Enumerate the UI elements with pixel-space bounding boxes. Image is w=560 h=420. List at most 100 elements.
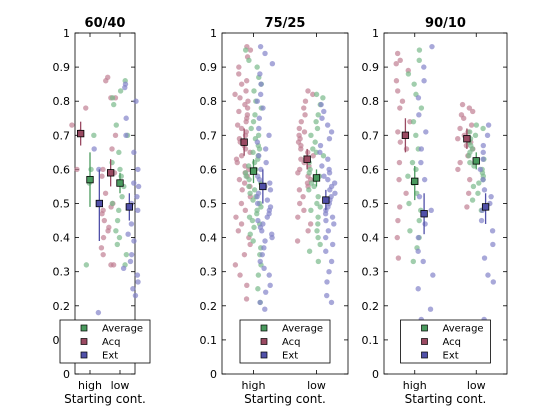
data-point-acq-high: [393, 60, 399, 67]
data-point-ext-low: [325, 176, 331, 183]
data-point-average-high: [242, 47, 249, 53]
y-tick-label: 0.4: [53, 232, 71, 245]
data-point-average-low: [315, 214, 321, 220]
data-point-acq-high: [397, 204, 403, 210]
data-point-acq-high: [396, 176, 402, 183]
data-point-ext-low: [326, 170, 333, 176]
data-point-ext-low: [133, 98, 139, 104]
data-point-acq-low: [310, 153, 316, 159]
data-point-acq-high: [236, 108, 242, 115]
data-point-acq-low: [112, 132, 119, 138]
legend-label-ext: Ext: [282, 351, 298, 362]
mean-marker-acq-high: [240, 138, 248, 146]
legend-marker-average: [80, 324, 88, 332]
data-point-average-low: [317, 204, 323, 210]
data-point-average-low: [314, 200, 320, 207]
data-point-average-high: [251, 187, 258, 193]
data-point-ext-high: [257, 258, 263, 265]
data-point-average-high: [83, 262, 90, 268]
data-point-acq-low: [99, 173, 105, 179]
y-tick-label: 0.2: [200, 300, 218, 313]
y-tick-label: 0.6: [200, 163, 218, 176]
y-tick-label: 0.6: [362, 163, 380, 176]
data-point-ext-high: [255, 217, 261, 224]
data-point-ext-high: [416, 112, 422, 118]
panel-title: 75/25: [265, 16, 306, 31]
data-point-ext-low: [326, 269, 332, 275]
y-tick-label: 0.5: [200, 198, 218, 211]
panel-60-40: 60/4000.10.20.30.40.50.60.70.80.91highlo…: [53, 16, 151, 406]
x-tick-label: low: [111, 379, 130, 392]
data-point-acq-high: [403, 190, 409, 196]
data-point-acq-low: [301, 207, 307, 214]
data-point-ext-high: [415, 95, 422, 101]
y-tick-label: 0: [210, 368, 217, 381]
data-point-ext-high: [254, 200, 261, 207]
data-point-acq-high: [234, 122, 241, 128]
data-point-ext-low: [321, 173, 327, 179]
data-point-ext-low: [325, 228, 332, 234]
legend-marker-ext: [260, 351, 268, 359]
data-point-acq-high: [243, 88, 249, 94]
y-tick-label: 0.1: [362, 334, 380, 347]
data-point-acq-low: [305, 228, 311, 234]
data-point-acq-high: [236, 64, 242, 70]
mean-marker-ext-low: [322, 196, 330, 204]
data-point-ext-high: [261, 265, 267, 271]
mean-marker-ext-low: [125, 203, 133, 211]
mean-marker-average-low: [472, 157, 480, 165]
data-point-acq-low: [307, 221, 314, 227]
data-point-acq-high: [239, 187, 245, 193]
data-point-ext-high: [91, 146, 97, 152]
data-point-ext-low: [318, 101, 324, 108]
data-point-ext-low: [480, 156, 486, 162]
panel-title: 90/10: [425, 16, 466, 31]
data-point-acq-high: [238, 125, 245, 132]
data-point-ext-low: [327, 187, 333, 193]
data-point-average-high: [411, 81, 417, 87]
data-point-ext-high: [257, 43, 264, 50]
data-point-average-low: [476, 180, 482, 186]
data-point-average-high: [406, 200, 412, 207]
mean-marker-acq-low: [107, 169, 115, 177]
data-point-average-high: [251, 224, 257, 231]
data-point-average-high: [250, 149, 256, 156]
data-point-ext-low: [481, 187, 488, 193]
mean-marker-average-high: [411, 177, 419, 185]
data-point-average-low: [113, 228, 119, 234]
x-axis-label: Starting cont.: [405, 392, 487, 406]
data-point-acq-high: [403, 146, 410, 152]
mean-marker-average-high: [249, 167, 258, 175]
data-point-acq-low: [103, 78, 109, 84]
data-point-acq-high: [394, 88, 401, 94]
data-point-acq-low: [465, 190, 472, 196]
data-point-ext-high: [415, 234, 422, 241]
data-point-ext-high: [421, 78, 427, 84]
data-point-average-low: [466, 129, 473, 135]
x-axis-label: Starting cont.: [64, 392, 146, 406]
mean-marker-average-low: [312, 174, 321, 182]
data-point-acq-low: [459, 101, 466, 108]
data-point-average-low: [315, 221, 321, 227]
data-point-ext-low: [317, 149, 323, 156]
y-tick-label: 0.7: [362, 129, 380, 142]
data-point-acq-high: [395, 217, 401, 224]
legend-label-acq: Acq: [443, 337, 462, 348]
data-point-acq-low: [298, 146, 304, 152]
y-tick-label: 0.6: [53, 163, 71, 176]
data-point-ext-high: [257, 299, 263, 306]
data-point-ext-low: [322, 211, 329, 217]
data-point-acq-high: [241, 180, 248, 186]
data-point-average-low: [473, 122, 480, 128]
y-tick-label: 0.8: [53, 95, 71, 108]
data-point-acq-high: [244, 282, 250, 289]
data-point-acq-low: [464, 204, 470, 210]
data-point-acq-high: [399, 98, 406, 104]
data-point-ext-high: [262, 146, 269, 152]
data-point-acq-low: [98, 245, 105, 251]
legend: Average Acq Ext: [400, 319, 491, 364]
data-point-ext-high: [429, 43, 435, 50]
data-point-acq-high: [397, 139, 404, 145]
data-point-acq-high: [235, 228, 242, 234]
data-point-acq-low: [301, 105, 307, 111]
